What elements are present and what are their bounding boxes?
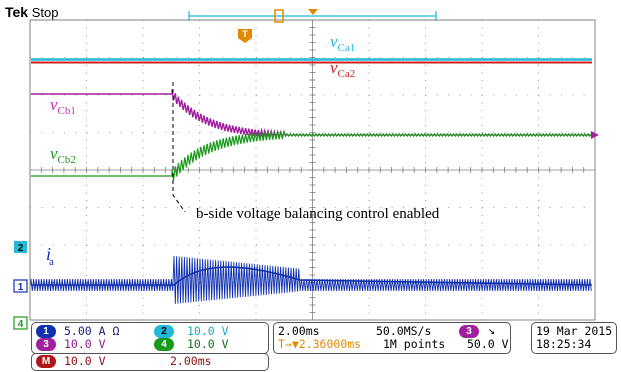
- vcb1-label: vCb1: [50, 95, 76, 117]
- ch3-level-marker[interactable]: [591, 131, 599, 139]
- ch1-scale: 5.00 A Ω: [64, 324, 120, 338]
- ia-envelope: [31, 266, 593, 286]
- brand-label: Tek: [5, 4, 29, 20]
- ch3-badge[interactable]: 3: [36, 338, 56, 351]
- math-readout-box[interactable]: [31, 353, 269, 371]
- ia-trace: [30, 255, 592, 304]
- svg-text:1: 1: [18, 282, 24, 293]
- header: Tek Stop: [5, 4, 58, 20]
- annotation-text: b-side voltage balancing control enabled: [196, 206, 440, 222]
- trigger-marker-label: T: [242, 29, 248, 39]
- time-display: 18:25:34: [536, 337, 592, 351]
- annotation-leader-line: [172, 82, 186, 213]
- waveforms: [30, 58, 593, 304]
- trigger-position-icon: T→▼: [278, 337, 299, 351]
- math-badge[interactable]: M: [36, 355, 56, 368]
- ch2-ground-marker[interactable]: 2: [14, 241, 27, 254]
- vca1-label: vCa1: [330, 32, 355, 54]
- horizontal-scale: 2.00ms: [278, 324, 320, 338]
- trigger-position: T→▼2.36000ms: [278, 337, 362, 351]
- datetime-box: [531, 322, 617, 354]
- sample-rate: 50.0MS/s: [376, 324, 432, 338]
- record-length: 1M points: [383, 337, 446, 351]
- trigger-marker[interactable]: T: [238, 29, 252, 43]
- ch1-badge[interactable]: 1: [36, 325, 56, 338]
- ch4-badge[interactable]: 4: [154, 338, 174, 351]
- trigger-slope-icon: ↘: [488, 323, 495, 337]
- math-time-scale: 2.00ms: [170, 354, 212, 368]
- run-state[interactable]: Stop: [31, 5, 59, 20]
- ch1-ground-marker[interactable]: 1: [13, 279, 28, 293]
- date-display: 19 Mar 2015: [536, 324, 613, 338]
- record-position-bar[interactable]: [188, 9, 437, 23]
- vca2-label: vCa2: [330, 58, 355, 80]
- ch2-badge[interactable]: 2: [154, 325, 174, 338]
- svg-text:2: 2: [18, 243, 24, 254]
- ohm-icon: Ω: [112, 324, 120, 338]
- graticule-grid: [29, 19, 596, 321]
- trigger-level: 50.0 V: [467, 337, 509, 351]
- trigger-source-badge[interactable]: 3: [459, 325, 479, 338]
- vcb2-trace: [31, 129, 592, 181]
- ia-label: ia: [46, 244, 54, 268]
- ch4-scale: 10.0 V: [187, 337, 229, 351]
- svg-text:4: 4: [18, 319, 24, 330]
- vcb2-label: vCb2: [50, 144, 76, 166]
- ch2-scale: 10.0 V: [187, 324, 229, 338]
- math-scale: 10.0 V: [64, 354, 106, 368]
- ch4-ground-marker[interactable]: 4: [13, 316, 28, 330]
- ch3-scale: 10.0 V: [64, 337, 106, 351]
